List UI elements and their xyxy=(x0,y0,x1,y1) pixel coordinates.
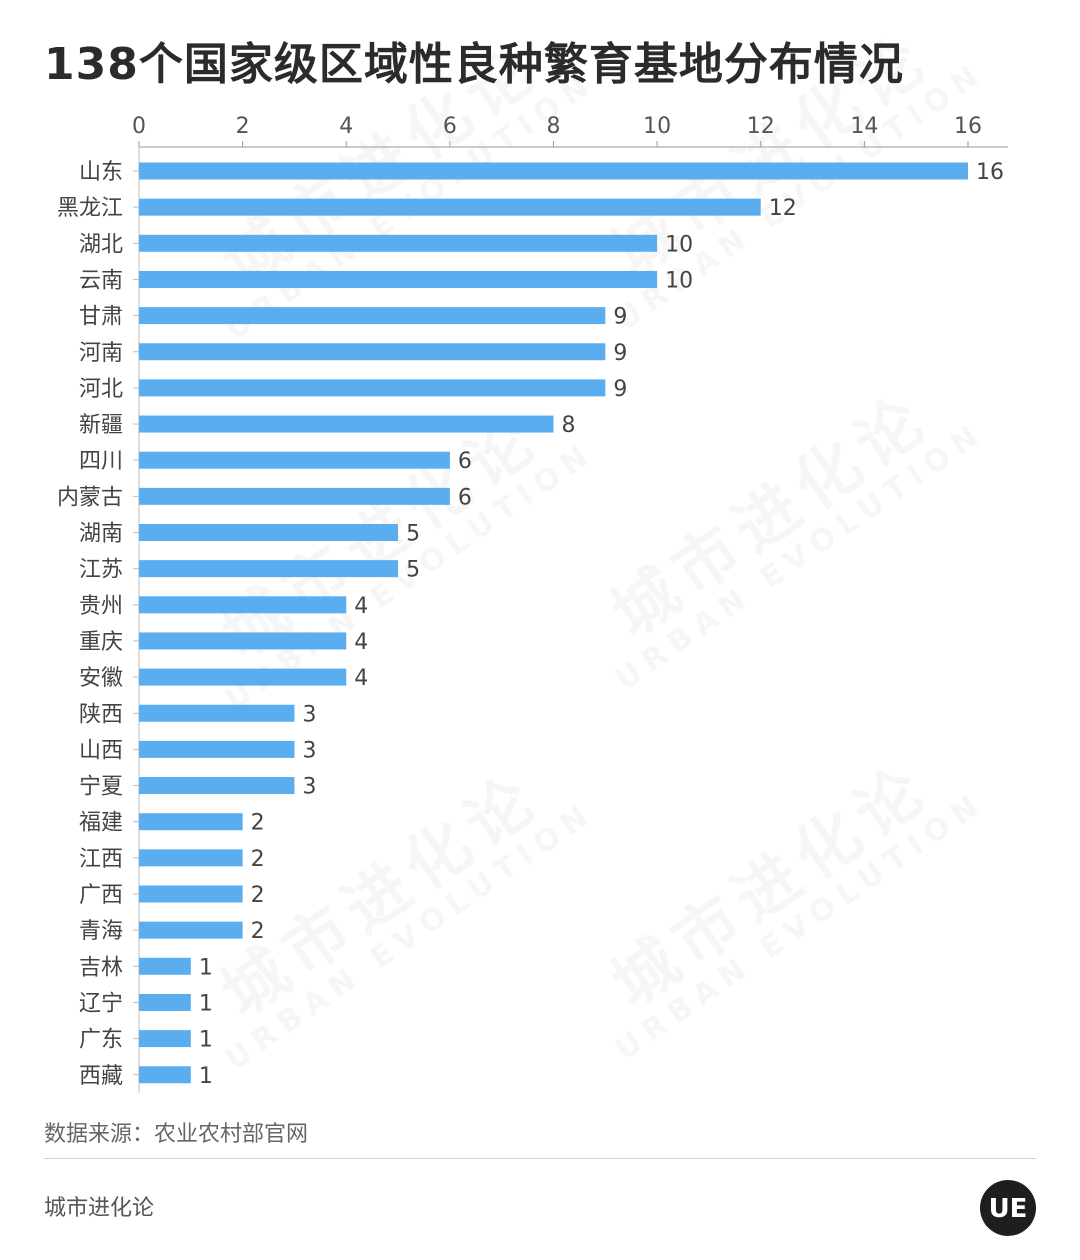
bar xyxy=(139,1030,191,1048)
category-label: 云南 xyxy=(79,268,123,293)
bar xyxy=(139,885,243,903)
data-label: 16 xyxy=(976,160,1004,185)
bar xyxy=(139,957,191,975)
bar xyxy=(139,270,658,288)
x-tick-label: 12 xyxy=(747,114,775,139)
category-label: 河南 xyxy=(79,341,123,366)
data-label: 4 xyxy=(354,630,368,655)
bar xyxy=(139,415,554,433)
data-label: 5 xyxy=(406,558,420,583)
data-label: 1 xyxy=(199,1028,213,1053)
category-label: 陕西 xyxy=(79,702,123,727)
bar xyxy=(139,777,295,795)
x-tick-label: 16 xyxy=(954,114,982,139)
category-label: 广东 xyxy=(79,1028,123,1053)
bar xyxy=(139,162,968,180)
data-label: 2 xyxy=(251,883,265,908)
bar xyxy=(139,379,606,397)
bar xyxy=(139,632,347,650)
category-label: 福建 xyxy=(79,811,123,836)
data-label: 10 xyxy=(665,268,693,293)
category-label: 贵州 xyxy=(79,594,123,619)
category-label: 宁夏 xyxy=(79,775,123,800)
brand-logo: UE xyxy=(980,1180,1036,1236)
bar xyxy=(139,704,295,722)
bar xyxy=(139,198,761,216)
data-label: 4 xyxy=(354,594,368,619)
bar xyxy=(139,234,658,252)
bar xyxy=(139,740,295,758)
x-tick-label: 8 xyxy=(547,114,561,139)
data-label: 6 xyxy=(458,449,472,474)
data-label: 1 xyxy=(199,1064,213,1089)
data-label: 5 xyxy=(406,522,420,547)
bar xyxy=(139,668,347,686)
bar xyxy=(139,849,243,867)
category-label: 黑龙江 xyxy=(57,196,123,221)
category-label: 新疆 xyxy=(79,413,123,438)
x-tick-label: 6 xyxy=(443,114,457,139)
category-label: 山西 xyxy=(79,738,123,763)
bar xyxy=(139,921,243,939)
category-label: 西藏 xyxy=(79,1064,123,1089)
category-label: 山东 xyxy=(79,160,123,185)
data-label: 9 xyxy=(613,341,627,366)
category-label: 江苏 xyxy=(79,558,123,583)
data-label: 6 xyxy=(458,485,472,510)
category-label: 甘肃 xyxy=(79,305,123,330)
logo-text: UE xyxy=(989,1194,1028,1224)
category-label: 河北 xyxy=(79,377,123,402)
data-label: 2 xyxy=(251,847,265,872)
data-label: 4 xyxy=(354,666,368,691)
data-label: 3 xyxy=(302,738,316,763)
data-label: 1 xyxy=(199,955,213,980)
x-tick-label: 4 xyxy=(339,114,353,139)
logo-icon: UE xyxy=(989,1194,1028,1224)
category-label: 青海 xyxy=(79,919,123,944)
data-source: 数据来源：农业农村部官网 xyxy=(44,1122,309,1147)
category-label: 四川 xyxy=(79,449,123,474)
category-label: 江西 xyxy=(79,847,123,872)
data-label: 1 xyxy=(199,991,213,1016)
data-label: 9 xyxy=(613,305,627,330)
data-label: 3 xyxy=(302,702,316,727)
x-tick-label: 2 xyxy=(236,114,250,139)
category-label: 湖北 xyxy=(79,232,123,257)
data-label: 2 xyxy=(251,919,265,944)
data-label: 3 xyxy=(302,775,316,800)
category-label: 重庆 xyxy=(79,630,123,655)
x-tick-label: 0 xyxy=(132,114,146,139)
bar xyxy=(139,560,399,578)
x-tick-label: 10 xyxy=(643,114,671,139)
category-label: 内蒙古 xyxy=(57,485,123,510)
x-tick-label: 14 xyxy=(850,114,878,139)
bar xyxy=(139,813,243,831)
chart-title: 138个国家级区域性良种繁育基地分布情况 xyxy=(44,39,904,90)
category-label: 辽宁 xyxy=(79,991,123,1016)
data-label: 8 xyxy=(562,413,576,438)
data-label: 9 xyxy=(613,377,627,402)
category-label: 广西 xyxy=(79,883,123,908)
bar xyxy=(139,524,399,541)
data-label: 10 xyxy=(665,232,693,257)
category-label: 湖南 xyxy=(79,522,123,547)
bar xyxy=(139,487,450,505)
category-label: 安徽 xyxy=(79,666,123,691)
bar xyxy=(139,596,347,614)
footer-divider xyxy=(44,1158,1036,1159)
category-label: 吉林 xyxy=(79,955,123,980)
data-label: 2 xyxy=(251,811,265,836)
bar xyxy=(139,1066,191,1084)
bar xyxy=(139,343,606,361)
data-label: 12 xyxy=(769,196,797,221)
bar xyxy=(139,993,191,1011)
bar xyxy=(139,451,450,469)
bar xyxy=(139,307,606,325)
brand-name: 城市进化论 xyxy=(44,1196,155,1221)
